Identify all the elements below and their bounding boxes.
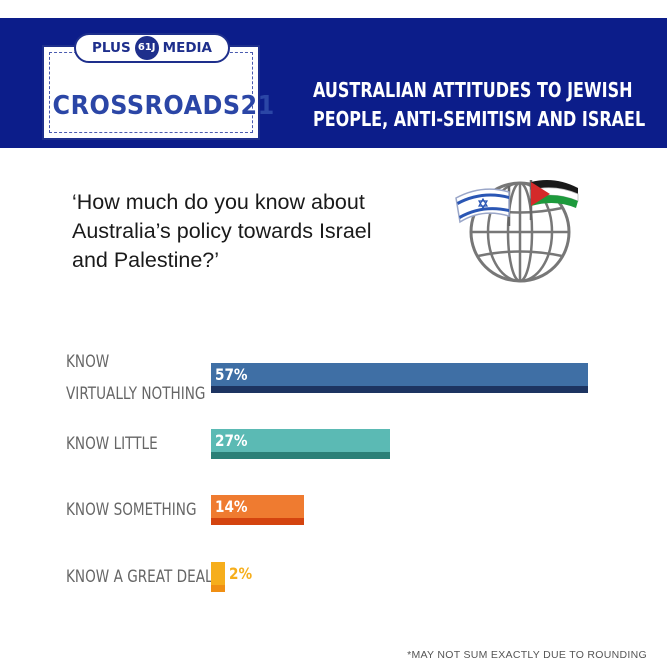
category-label-line: virtually nothing xyxy=(66,384,206,404)
survey-question-line-2: Australia’s policy towards Israel xyxy=(72,219,372,243)
survey-question-line-1: ‘How much do you know about xyxy=(72,190,365,214)
category-label: Know something xyxy=(66,494,197,526)
logo-media-text: MEDIA xyxy=(162,40,213,56)
logo-plus-text: PLUS xyxy=(91,40,131,56)
globe-with-israel-and-palestine-flags-icon xyxy=(455,180,579,283)
survey-question: ‘How much do you know about Australia’s … xyxy=(72,188,402,275)
israel-flag-icon xyxy=(455,186,511,226)
category-label: Know virtually nothing xyxy=(66,346,205,410)
bar-shade xyxy=(211,518,304,525)
category-label-line: Know xyxy=(66,352,110,372)
survey-question-line-3: and Palestine?’ xyxy=(72,248,220,272)
bar-shade xyxy=(211,386,588,393)
palestine-flag-icon xyxy=(529,180,579,220)
bar xyxy=(211,562,225,592)
footnote: *May not sum exactly due to rounding xyxy=(407,649,647,661)
bar-value-label: 14% xyxy=(215,497,248,516)
bar xyxy=(211,495,304,525)
logo-name: CROSSROADS21 xyxy=(52,91,275,121)
bar-shade xyxy=(211,585,225,592)
logo-badge: 61J xyxy=(134,36,159,60)
category-label: Know a great deal xyxy=(66,561,213,593)
bar xyxy=(211,429,390,459)
bar-value-label: 57% xyxy=(215,365,248,384)
category-label-line: Know little xyxy=(66,434,158,454)
page-title: Australian attitudes to Jewish people, a… xyxy=(313,76,645,134)
bar-shade xyxy=(211,452,390,459)
page-title-line-1: Australian attitudes to Jewish xyxy=(313,78,633,102)
bar-value-label: 27% xyxy=(215,431,248,450)
crossroads21-logo: PLUS 61J MEDIA CROSSROADS21 xyxy=(42,33,275,140)
category-label-line: Know something xyxy=(66,500,197,520)
page-title-line-2: people, anti-Semitism and Israel xyxy=(313,107,646,131)
header-banner: PLUS 61J MEDIA CROSSROADS21 Australian a… xyxy=(0,18,667,148)
category-label-line: Know a great deal xyxy=(66,567,213,587)
bar-value-label: 2% xyxy=(229,564,253,583)
bar xyxy=(211,363,588,393)
logo-pill: PLUS 61J MEDIA xyxy=(74,33,230,63)
category-label: Know little xyxy=(66,428,158,460)
